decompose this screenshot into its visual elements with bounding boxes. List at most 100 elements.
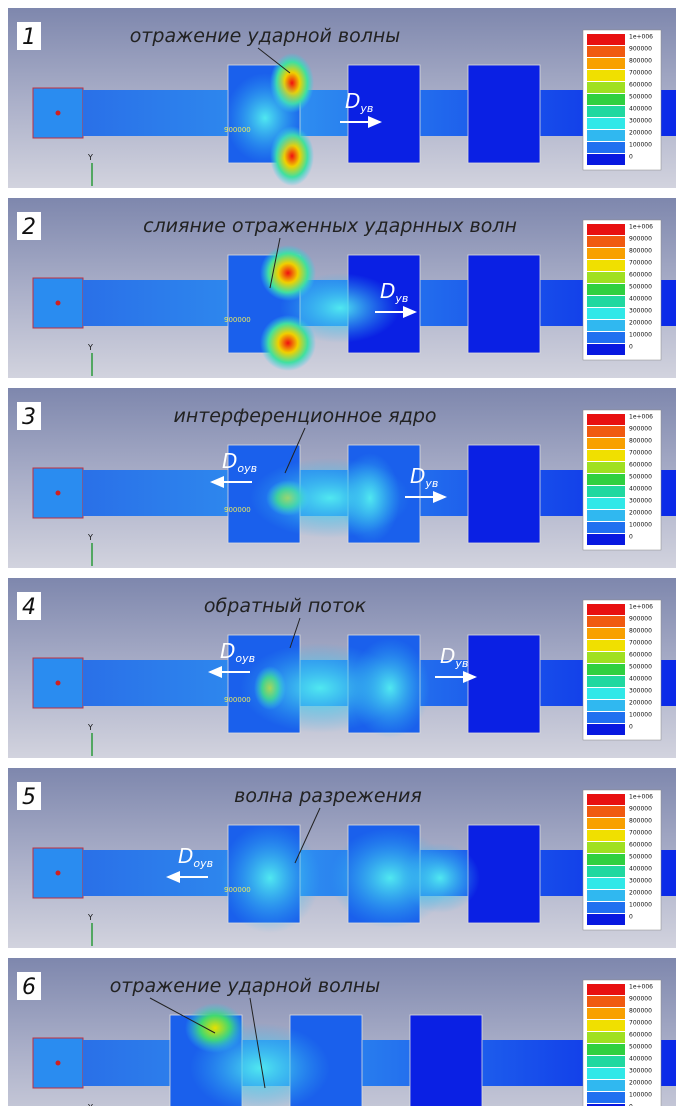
legend-swatch	[587, 414, 625, 425]
velocity-subscript: оув	[193, 857, 213, 870]
legend-label: 1e+006	[629, 604, 653, 611]
caption: отражение ударной волны	[130, 25, 401, 47]
velocity-subscript: ув	[359, 102, 373, 115]
legend-label: 0	[629, 724, 633, 731]
axis-label: Y	[87, 913, 93, 922]
legend-label: 200000	[629, 510, 652, 517]
axis-label: Y	[87, 343, 93, 352]
legend-swatch	[587, 890, 625, 901]
legend-label: 600000	[629, 272, 652, 279]
legend-label: 900000	[629, 426, 652, 433]
panel: Y9000002слияние отраженных ударнных волн…	[8, 198, 676, 378]
legend-label: 900000	[629, 806, 652, 813]
legend-label: 100000	[629, 1092, 652, 1099]
legend-swatch	[587, 1092, 625, 1103]
velocity-symbol: D	[345, 89, 360, 113]
legend-label: 700000	[629, 1020, 652, 1027]
probe-label: 900000	[224, 696, 251, 704]
legend-swatch	[587, 82, 625, 93]
legend-swatch	[587, 58, 625, 69]
legend-swatch	[587, 1044, 625, 1055]
legend-label: 100000	[629, 522, 652, 529]
legend-swatch	[587, 794, 625, 805]
legend-label: 1e+006	[629, 34, 653, 41]
legend-swatch	[587, 344, 625, 355]
field-highlight	[350, 638, 430, 738]
legend-label: 300000	[629, 118, 652, 125]
legend-swatch	[587, 818, 625, 829]
legend-swatch	[587, 130, 625, 141]
caption: интерференционное ядро	[173, 405, 436, 427]
origin-marker	[56, 301, 61, 306]
panel-number: 1	[22, 25, 36, 50]
legend-label: 1e+006	[629, 794, 653, 801]
legend-swatch	[587, 474, 625, 485]
velocity-subscript: ув	[424, 477, 438, 490]
legend-label: 400000	[629, 486, 652, 493]
velocity-subscript: ув	[394, 292, 408, 305]
caption: обратный поток	[204, 595, 367, 617]
legend-label: 0	[629, 344, 633, 351]
legend-swatch	[587, 260, 625, 271]
legend-swatch	[587, 984, 625, 995]
legend-swatch	[587, 272, 625, 283]
legend-swatch	[587, 996, 625, 1007]
legend-swatch	[587, 296, 625, 307]
legend-swatch	[587, 332, 625, 343]
legend-label: 300000	[629, 688, 652, 695]
legend-swatch	[587, 236, 625, 247]
field-highlight	[225, 73, 305, 163]
legend-swatch	[587, 1068, 625, 1079]
legend-swatch	[587, 616, 625, 627]
legend-swatch	[587, 426, 625, 437]
legend-label: 900000	[629, 996, 652, 1003]
field-highlight	[220, 823, 320, 933]
legend-swatch	[587, 142, 625, 153]
probe-label: 900000	[224, 126, 251, 134]
legend-label: 900000	[629, 236, 652, 243]
figure: Y 900000 1 отражение ударной волны Dув 1e+006…	[0, 0, 676, 1106]
legend-swatch	[587, 522, 625, 533]
legend-swatch	[587, 688, 625, 699]
legend-swatch	[587, 118, 625, 129]
velocity-symbol: D	[220, 639, 235, 663]
legend-label: 0	[629, 914, 633, 921]
velocity-subscript: ув	[454, 657, 468, 670]
legend-label: 1e+006	[629, 984, 653, 991]
legend-label: 800000	[629, 58, 652, 65]
legend-swatch	[587, 830, 625, 841]
legend-label: 900000	[629, 46, 652, 53]
legend-swatch	[587, 320, 625, 331]
legend-swatch	[587, 866, 625, 877]
velocity-symbol: D	[222, 449, 237, 473]
legend-swatch	[587, 640, 625, 651]
legend-label: 900000	[629, 616, 652, 623]
legend-swatch	[587, 806, 625, 817]
velocity-symbol: D	[440, 644, 455, 668]
legend-label: 300000	[629, 308, 652, 315]
legend-swatch	[587, 70, 625, 81]
legend-label: 600000	[629, 82, 652, 89]
legend-swatch	[587, 438, 625, 449]
legend-label: 500000	[629, 94, 652, 101]
velocity-symbol: D	[410, 464, 425, 488]
chamber	[410, 1015, 482, 1106]
probe-label: 900000	[224, 506, 251, 514]
caption: волна разрежения	[234, 785, 422, 807]
legend-swatch	[587, 308, 625, 319]
chamber	[348, 65, 420, 163]
legend-label: 100000	[629, 142, 652, 149]
legend-label: 200000	[629, 320, 652, 327]
legend-swatch	[587, 724, 625, 735]
legend-label: 700000	[629, 830, 652, 837]
origin-marker	[56, 1061, 61, 1066]
legend-label: 200000	[629, 700, 652, 707]
legend-label: 400000	[629, 676, 652, 683]
legend-label: 200000	[629, 130, 652, 137]
panel-number: 3	[22, 405, 36, 430]
legend-swatch	[587, 284, 625, 295]
legend-label: 700000	[629, 260, 652, 267]
legend-swatch	[587, 46, 625, 57]
panel-number: 2	[22, 215, 36, 240]
